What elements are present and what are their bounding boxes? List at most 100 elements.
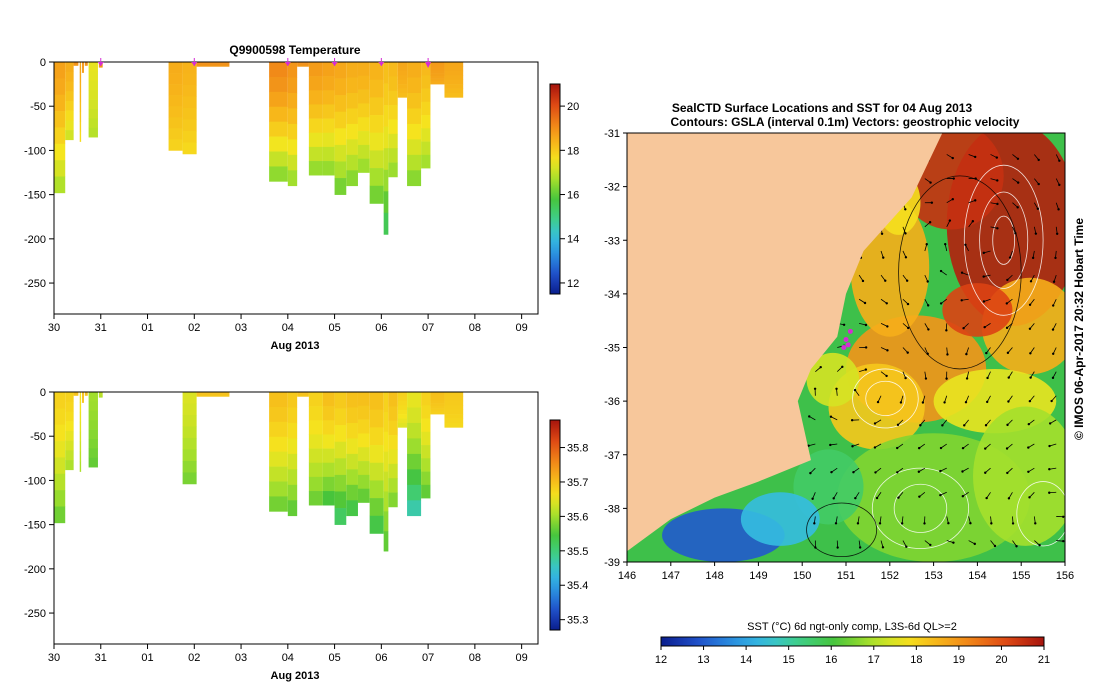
cast-5-layer bbox=[84, 392, 88, 394]
y-tick-label: -150 bbox=[24, 190, 46, 202]
cast-14-layer bbox=[308, 76, 323, 91]
cast-0-layer bbox=[54, 408, 66, 426]
lon-tick-label: 155 bbox=[1012, 570, 1030, 582]
cast-5-layer bbox=[84, 395, 88, 396]
cast-14-layer bbox=[322, 462, 335, 478]
cast-25-layer bbox=[430, 64, 445, 68]
cast-25-layer bbox=[430, 67, 445, 71]
cast-17-layer bbox=[346, 123, 358, 140]
cast-5-layer bbox=[84, 393, 88, 395]
cast-15-layer bbox=[322, 161, 335, 176]
cast-17-layer bbox=[357, 488, 370, 503]
velocity-vector-head bbox=[990, 522, 993, 525]
cast-11-layer bbox=[287, 484, 298, 501]
velocity-vector-head bbox=[930, 201, 934, 204]
velocity-vector-head bbox=[1054, 256, 1057, 260]
velocity-vector-head bbox=[1027, 446, 1030, 449]
cast-22-layer bbox=[397, 66, 408, 72]
velocity-vector-head bbox=[1031, 256, 1035, 260]
cast-21-layer bbox=[397, 409, 408, 415]
lat-tick-label: -37 bbox=[604, 450, 620, 462]
velocity-vector-head bbox=[1051, 376, 1055, 380]
velocity-vector-head bbox=[811, 497, 814, 500]
salinity-axes-frame bbox=[53, 391, 539, 645]
velocity-vector-head bbox=[918, 495, 921, 498]
cast-16-layer bbox=[334, 62, 347, 79]
sst-colorbar-tick-label: 12 bbox=[655, 654, 667, 666]
x-tick-label: 30 bbox=[48, 322, 60, 334]
cast-19-layer bbox=[369, 79, 384, 98]
cast-19-layer bbox=[369, 132, 384, 151]
cast-5-layer bbox=[84, 64, 88, 65]
cast-2-layer bbox=[73, 62, 79, 64]
cast-13-layer bbox=[308, 406, 323, 421]
cast-24-layer bbox=[430, 408, 445, 412]
velocity-vector-head bbox=[864, 368, 868, 371]
cast-5-layer bbox=[84, 394, 88, 396]
cast-11-layer bbox=[269, 166, 288, 182]
cast-3-layer bbox=[79, 121, 82, 132]
colorbar-tick-label: 35.6 bbox=[567, 511, 588, 523]
colorbar-tick-label: 18 bbox=[567, 145, 579, 157]
cast-9-layer bbox=[182, 62, 197, 74]
cast-19-layer bbox=[383, 392, 389, 413]
cast-14-layer bbox=[322, 491, 335, 506]
velocity-vector-head bbox=[960, 271, 964, 274]
velocity-vector-head bbox=[983, 325, 986, 329]
imos-side-label: © IMOS 06-Apr-2017 20:32 Hobart Time bbox=[1072, 218, 1086, 440]
cast-16-layer bbox=[334, 95, 347, 113]
velocity-vector-head bbox=[965, 377, 969, 380]
cast-4-layer bbox=[82, 68, 84, 71]
cast-23-layer bbox=[407, 139, 422, 156]
cast-15-layer bbox=[334, 425, 347, 443]
velocity-vector-head bbox=[951, 198, 954, 201]
temperature-colorbar-ticks: 12 14 16 18 20 bbox=[560, 101, 579, 290]
cast-12-layer bbox=[287, 123, 298, 140]
map-lon-ticks: 146 147 148 149 150 151 152 153 154 155 156 bbox=[618, 562, 1074, 582]
colorbar-tick-label: 35.5 bbox=[567, 546, 588, 558]
cast-21-layer bbox=[397, 422, 408, 428]
velocity-vector-head bbox=[904, 208, 907, 211]
cast-22-layer bbox=[397, 75, 408, 80]
cast-19-layer bbox=[369, 168, 384, 187]
cast-2-layer bbox=[73, 394, 79, 395]
cast-13-layer bbox=[297, 62, 309, 64]
velocity-vector-head bbox=[947, 522, 950, 525]
cast-24-layer bbox=[421, 101, 431, 116]
lat-tick-label: -32 bbox=[604, 182, 620, 194]
cast-13-layer bbox=[297, 65, 309, 67]
cast-3-layer bbox=[79, 401, 82, 413]
velocity-vector-head bbox=[917, 446, 921, 450]
cast-25-layer bbox=[430, 62, 445, 66]
cast-9-layer bbox=[182, 119, 197, 132]
cast-24-layer bbox=[430, 394, 445, 398]
cast-1-layer bbox=[65, 110, 74, 121]
cast-13-layer bbox=[308, 434, 323, 449]
profile-marker bbox=[425, 62, 432, 68]
cast-19-layer bbox=[383, 451, 389, 472]
cast-20-layer bbox=[388, 478, 398, 493]
cast-9-layer bbox=[196, 395, 230, 397]
cast-0-layer bbox=[54, 490, 66, 507]
cast-10-layer bbox=[269, 392, 288, 408]
lon-tick-label: 154 bbox=[968, 570, 986, 582]
sst-field bbox=[662, 133, 1065, 562]
cast-24-layer bbox=[421, 75, 431, 89]
cast-22-layer bbox=[407, 422, 422, 439]
velocity-vector-head bbox=[939, 269, 943, 273]
cast-1-layer bbox=[65, 130, 74, 141]
cast-6-layer bbox=[88, 127, 98, 138]
profile-marker bbox=[378, 62, 385, 66]
cast-4-layer bbox=[82, 69, 84, 72]
velocity-vector-head bbox=[852, 471, 855, 474]
cast-3-layer bbox=[79, 111, 82, 122]
sst-colorbar-tick-label: 15 bbox=[783, 654, 795, 666]
cast-16-layer bbox=[346, 484, 358, 501]
velocity-vector-head bbox=[1036, 207, 1040, 210]
temperature-axes-frame bbox=[53, 61, 539, 315]
cast-20-layer bbox=[383, 191, 389, 214]
cast-21-layer bbox=[388, 90, 398, 106]
y-tick-label: -50 bbox=[30, 431, 46, 443]
velocity-vector-head bbox=[850, 418, 854, 422]
